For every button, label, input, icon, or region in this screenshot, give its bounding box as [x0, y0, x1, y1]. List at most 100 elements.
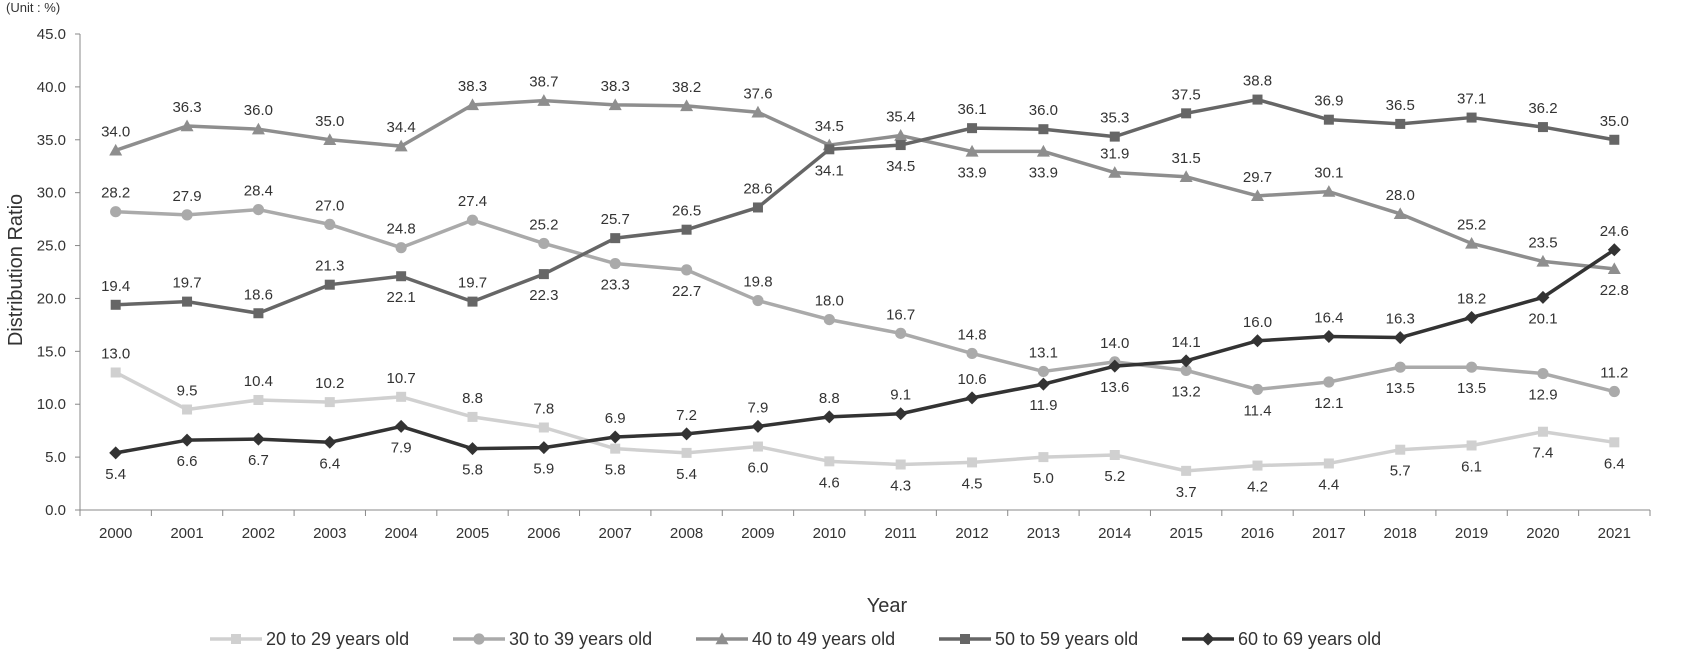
data-point [751, 419, 765, 433]
data-point [608, 430, 622, 444]
data-label: 23.3 [601, 277, 630, 294]
data-label: 6.0 [748, 460, 769, 477]
y-tick-label: 25.0 [37, 238, 66, 255]
data-label: 34.1 [815, 162, 844, 179]
data-point [1109, 449, 1120, 460]
data-label: 11.2 [1600, 365, 1628, 382]
y-tick-label: 0.0 [45, 502, 66, 519]
data-label: 28.2 [101, 185, 130, 202]
data-label: 36.0 [244, 102, 273, 119]
data-label: 27.9 [172, 188, 201, 205]
data-point [110, 299, 121, 310]
data-point [751, 105, 765, 118]
x-tick-label: 2009 [741, 525, 774, 542]
data-label: 16.4 [1314, 310, 1343, 327]
data-point [1108, 359, 1122, 373]
data-label: 7.9 [748, 399, 769, 416]
x-tick-label: 2014 [1098, 525, 1131, 542]
data-label: 8.8 [819, 390, 840, 407]
data-point [182, 404, 193, 415]
data-label: 37.5 [1172, 86, 1201, 103]
x-tick-label: 2006 [527, 525, 560, 542]
data-label: 30.1 [1314, 165, 1343, 182]
data-label: 31.5 [1172, 150, 1201, 167]
data-label: 24.6 [1600, 223, 1629, 240]
data-point [1536, 254, 1550, 267]
data-point [966, 347, 978, 360]
data-point [1108, 166, 1122, 178]
data-label: 4.5 [962, 475, 983, 492]
x-tick-label: 2002 [242, 525, 275, 542]
x-tick-label: 2008 [670, 525, 703, 542]
data-point [1537, 122, 1548, 133]
series-5 [109, 243, 1621, 460]
y-axis-title: Distribution Ratio [5, 194, 27, 346]
data-label: 6.4 [319, 455, 340, 472]
x-tick-label: 2003 [313, 525, 346, 542]
legend-item: 30 to 39 years old [453, 629, 652, 649]
series-3 [109, 94, 1621, 275]
data-label: 12.1 [1314, 395, 1343, 412]
data-point [824, 144, 835, 155]
data-point [180, 119, 194, 132]
series-line [115, 97, 1615, 316]
series-line [115, 98, 1615, 271]
data-point [1608, 385, 1620, 398]
data-label: 36.2 [1528, 100, 1557, 117]
data-label: 13.2 [1172, 383, 1201, 400]
data-point [1322, 185, 1336, 197]
data-point [466, 98, 479, 111]
data-label: 35.0 [315, 113, 344, 130]
data-label: 10.7 [387, 370, 416, 387]
data-point [1323, 114, 1334, 125]
data-label: 36.3 [172, 99, 201, 116]
data-point [1537, 426, 1548, 437]
data-label: 34.5 [815, 118, 844, 135]
data-label: 5.0 [1033, 470, 1054, 487]
data-point [109, 143, 123, 156]
data-label: 25.2 [529, 216, 558, 233]
data-label: 5.9 [533, 461, 554, 478]
y-tick-label: 15.0 [37, 343, 66, 360]
axes: 0.0 5.0 10.0 15.0 20.0 25.0 30.0 35.0 40.0 45.0 20… [37, 26, 1651, 542]
data-point [610, 233, 621, 244]
data-label: 26.5 [672, 203, 701, 220]
data-point [752, 294, 764, 307]
data-point [1395, 118, 1406, 129]
data-point [1251, 334, 1264, 348]
x-tick-label: 2000 [99, 525, 132, 542]
legend-label: 50 to 59 years old [995, 629, 1138, 649]
data-label: 13.1 [1029, 344, 1058, 361]
data-label: 5.8 [462, 462, 483, 479]
data-point [824, 456, 835, 467]
y-tick-label: 10.0 [37, 396, 66, 413]
data-label: 13.6 [1100, 379, 1129, 396]
data-point [680, 427, 694, 441]
data-label: 23.5 [1528, 234, 1557, 251]
data-label: 8.8 [462, 390, 483, 407]
legend-item: 20 to 29 years old [210, 629, 409, 649]
data-label: 14.0 [1100, 335, 1129, 352]
data-label: 6.1 [1461, 458, 1482, 475]
data-label: 5.8 [605, 462, 626, 479]
series-2 [110, 203, 1620, 398]
data-point [180, 433, 194, 447]
data-label: 22.8 [1600, 282, 1629, 299]
data-label: 36.9 [1314, 93, 1343, 110]
x-tick-label: 2020 [1526, 525, 1559, 542]
data-point [1037, 365, 1050, 378]
series-4 [110, 94, 1620, 319]
data-point [253, 308, 264, 319]
data-label: 9.5 [177, 383, 198, 400]
data-label: 14.8 [957, 326, 986, 343]
data-point [1038, 124, 1049, 135]
data-point [822, 410, 836, 424]
data-point [894, 129, 908, 141]
data-label: 9.1 [890, 387, 911, 404]
data-point [1179, 354, 1193, 368]
x-tick-label: 2010 [813, 525, 846, 542]
data-label: 36.5 [1386, 97, 1415, 114]
x-tick-label: 2019 [1455, 525, 1488, 542]
data-point [1537, 367, 1549, 380]
data-label: 6.4 [1604, 455, 1625, 472]
